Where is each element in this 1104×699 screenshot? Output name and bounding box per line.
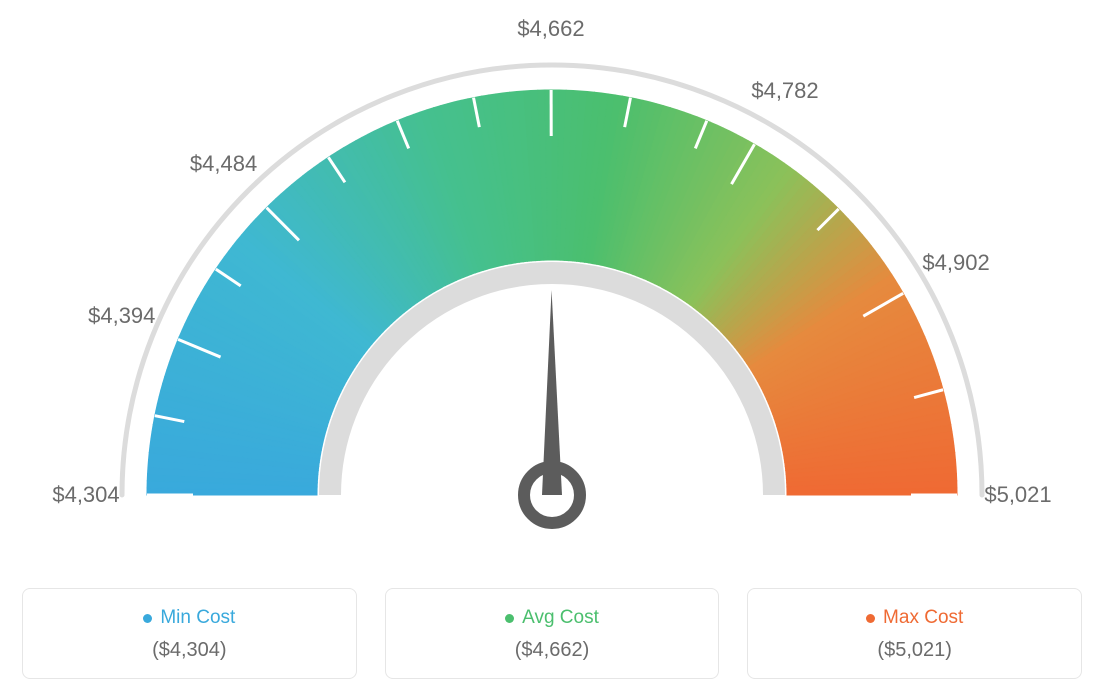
- legend-value-avg: ($4,662): [398, 639, 707, 662]
- legend-title-max: Max Cost: [866, 607, 963, 629]
- gauge-svg: [22, 20, 1082, 580]
- dot-icon: [866, 614, 875, 623]
- gauge-tick-label: $4,782: [751, 78, 818, 104]
- legend-title-text: Max Cost: [883, 607, 963, 629]
- gauge-tick-label: $4,662: [517, 16, 584, 42]
- legend-card-min: Min Cost ($4,304): [22, 588, 357, 679]
- cost-gauge-chart: $4,304$4,394$4,484$4,662$4,782$4,902$5,0…: [22, 20, 1082, 580]
- gauge-tick-label: $4,394: [88, 303, 155, 329]
- gauge-tick-label: $4,902: [922, 250, 989, 276]
- legend-value-max: ($5,021): [760, 639, 1069, 662]
- gauge-tick-label: $5,021: [984, 482, 1051, 508]
- legend-value-min: ($4,304): [35, 639, 344, 662]
- legend-title-avg: Avg Cost: [505, 607, 599, 629]
- legend-card-avg: Avg Cost ($4,662): [385, 588, 720, 679]
- gauge-tick-label: $4,304: [52, 482, 119, 508]
- legend-title-min: Min Cost: [143, 607, 235, 629]
- legend-row: Min Cost ($4,304) Avg Cost ($4,662) Max …: [22, 588, 1082, 679]
- legend-title-text: Avg Cost: [522, 607, 599, 629]
- dot-icon: [505, 614, 514, 623]
- gauge-tick-label: $4,484: [190, 151, 257, 177]
- legend-title-text: Min Cost: [160, 607, 235, 629]
- dot-icon: [143, 614, 152, 623]
- legend-card-max: Max Cost ($5,021): [747, 588, 1082, 679]
